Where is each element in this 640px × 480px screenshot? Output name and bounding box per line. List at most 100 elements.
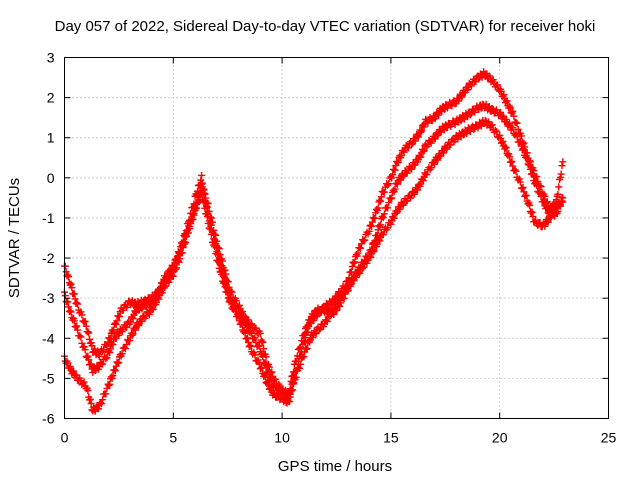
- data-point: [400, 148, 408, 156]
- data-point: [270, 389, 278, 397]
- data-point: [300, 332, 308, 340]
- data-point: [356, 244, 364, 252]
- data-point: [244, 334, 252, 342]
- data-point: [499, 137, 507, 145]
- data-point: [256, 329, 264, 337]
- data-point: [380, 188, 388, 196]
- data-point: [193, 191, 201, 199]
- data-point: [206, 225, 214, 233]
- data-point: [536, 188, 544, 196]
- data-point: [434, 131, 442, 139]
- data-point: [84, 328, 92, 336]
- data-point: [505, 153, 513, 161]
- data-point: [418, 127, 426, 135]
- data-point: [250, 335, 258, 343]
- data-point: [354, 249, 362, 257]
- data-point: [443, 145, 451, 153]
- data-point: [255, 342, 263, 350]
- data-point: [393, 209, 401, 217]
- data-point: [522, 153, 530, 161]
- data-point: [251, 351, 259, 359]
- data-point: [337, 299, 345, 307]
- data-point: [555, 183, 563, 191]
- data-point: [82, 322, 90, 330]
- data-point: [289, 372, 297, 380]
- data-point: [181, 240, 189, 248]
- data-point: [393, 180, 401, 188]
- data-point: [340, 288, 348, 296]
- data-point: [513, 133, 521, 141]
- data-point: [155, 295, 163, 303]
- data-point: [417, 153, 425, 161]
- data-point: [352, 251, 360, 259]
- data-point: [103, 342, 111, 350]
- data-point: [463, 112, 471, 120]
- data-point: [231, 308, 239, 316]
- data-point: [527, 209, 535, 217]
- data-point: [512, 130, 520, 138]
- x-tick-label: 5: [169, 430, 177, 446]
- data-point: [350, 259, 358, 267]
- data-point: [353, 252, 361, 260]
- data-point: [331, 300, 339, 308]
- data-point: [443, 123, 451, 131]
- data-point: [475, 75, 483, 83]
- data-point: [261, 359, 269, 367]
- data-point: [440, 105, 448, 113]
- data-point: [349, 277, 357, 285]
- data-point: [370, 247, 378, 255]
- data-point: [507, 158, 515, 166]
- data-point: [232, 297, 240, 305]
- data-point: [399, 201, 407, 209]
- data-point: [186, 225, 194, 233]
- data-point: [387, 220, 395, 228]
- data-point: [86, 395, 94, 403]
- data-point: [97, 400, 105, 408]
- data-point: [544, 218, 552, 226]
- data-point: [393, 157, 401, 165]
- grid: [64, 57, 609, 419]
- data-point: [541, 222, 549, 230]
- data-point: [554, 190, 562, 198]
- data-point: [201, 204, 209, 212]
- y-tick-label: 2: [47, 90, 55, 106]
- data-point: [198, 171, 206, 179]
- data-point: [149, 305, 157, 313]
- data-point: [524, 200, 532, 208]
- data-point: [297, 360, 305, 368]
- data-point: [535, 189, 543, 197]
- data-point: [391, 185, 399, 193]
- data-point: [376, 196, 384, 204]
- data-point: [197, 190, 205, 198]
- plot-frame: [64, 57, 609, 419]
- data-point: [68, 284, 76, 292]
- data-point: [106, 345, 114, 353]
- data-point: [414, 132, 422, 140]
- data-point: [237, 319, 245, 327]
- data-point: [427, 164, 435, 172]
- data-point: [205, 224, 213, 232]
- data-point: [460, 131, 468, 139]
- x-tick-label: 15: [383, 430, 399, 446]
- data-point: [86, 335, 94, 343]
- data-point: [217, 267, 225, 275]
- data-point: [87, 400, 95, 408]
- data-point: [264, 378, 272, 386]
- data-point: [420, 123, 428, 131]
- data-point: [529, 212, 537, 220]
- data-point: [105, 382, 113, 390]
- data-point: [503, 97, 511, 105]
- data-point: [522, 192, 530, 200]
- data-point: [520, 188, 528, 196]
- data-point: [528, 208, 536, 216]
- data-point: [514, 125, 522, 133]
- data-point: [69, 367, 77, 375]
- data-point: [286, 393, 294, 401]
- data-point: [375, 198, 383, 206]
- data-point: [118, 328, 126, 336]
- data-point: [323, 318, 331, 326]
- data-point: [230, 304, 238, 312]
- data-point: [239, 328, 247, 336]
- data-point: [289, 386, 297, 394]
- data-point: [360, 263, 368, 271]
